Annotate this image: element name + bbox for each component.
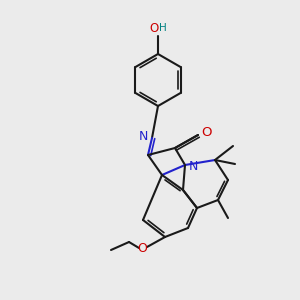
Text: O: O xyxy=(149,22,159,35)
Text: N: N xyxy=(188,160,198,172)
Text: N: N xyxy=(138,130,148,143)
Text: H: H xyxy=(159,23,167,33)
Text: O: O xyxy=(201,125,211,139)
Text: O: O xyxy=(137,242,147,254)
